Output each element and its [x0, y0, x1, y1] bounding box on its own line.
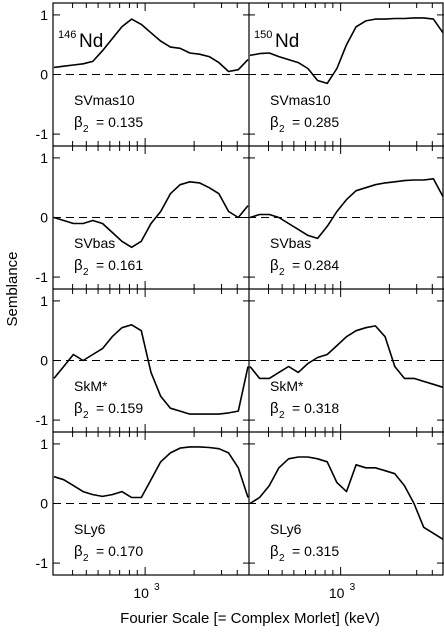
beta-symbol: β — [270, 543, 279, 560]
column-title-element: Nd — [275, 31, 299, 52]
column-title-mass-number: 146 — [58, 29, 76, 41]
semblance-curve — [249, 456, 444, 540]
beta-symbol: β — [74, 543, 83, 560]
y-tick-label: -1 — [36, 126, 49, 142]
y-tick-label: 1 — [40, 436, 48, 452]
beta-symbol: β — [270, 400, 279, 417]
beta-value: = 0.285 — [292, 114, 339, 130]
beta-subscript: 2 — [279, 553, 285, 564]
beta-value: = 0.315 — [292, 543, 339, 559]
x-tick-label-exponent: 3 — [350, 582, 356, 593]
beta-subscript: 2 — [83, 267, 89, 278]
model-label: SVmas10 — [74, 92, 135, 108]
x-tick-label-exponent: 3 — [154, 582, 160, 593]
column-title-element: Nd — [79, 31, 103, 52]
y-tick-label: 1 — [40, 293, 48, 309]
semblance-curve — [249, 17, 444, 85]
model-label: SLy6 — [74, 521, 106, 537]
beta-value: = 0.318 — [292, 400, 339, 416]
semblance-curve — [249, 178, 444, 240]
beta-value: = 0.170 — [96, 543, 143, 559]
model-label: SVmas10 — [270, 92, 331, 108]
semblance-curve — [53, 446, 249, 499]
beta-subscript: 2 — [83, 553, 89, 564]
beta-subscript: 2 — [279, 124, 285, 135]
y-axis-label: Semblance — [4, 251, 21, 326]
semblance-curve — [53, 323, 249, 415]
model-label: SVbas — [74, 235, 115, 251]
beta-symbol: β — [74, 257, 83, 274]
beta-subscript: 2 — [83, 124, 89, 135]
semblance-curve — [249, 325, 444, 389]
beta-value: = 0.284 — [292, 257, 339, 273]
x-tick-label: 10 — [329, 585, 345, 601]
semblance-curve — [53, 18, 249, 73]
beta-value: = 0.161 — [96, 257, 143, 273]
beta-subscript: 2 — [279, 410, 285, 421]
column-title-mass-number: 150 — [254, 29, 272, 41]
y-tick-label: 1 — [40, 7, 48, 23]
y-tick-label: 0 — [40, 353, 48, 369]
beta-value: = 0.159 — [96, 400, 143, 416]
model-label: SLy6 — [270, 521, 302, 537]
beta-subscript: 2 — [279, 267, 285, 278]
beta-symbol: β — [74, 114, 83, 131]
y-tick-label: 0 — [40, 210, 48, 226]
model-label: SkM* — [270, 378, 304, 394]
beta-symbol: β — [270, 114, 279, 131]
y-tick-label: 0 — [40, 67, 48, 83]
beta-subscript: 2 — [83, 410, 89, 421]
y-tick-label: 0 — [40, 496, 48, 512]
y-tick-label: 1 — [40, 150, 48, 166]
semblance-curve — [53, 181, 249, 249]
model-label: SkM* — [74, 378, 108, 394]
beta-value: = 0.135 — [96, 114, 143, 130]
y-tick-label: -1 — [36, 412, 49, 428]
x-tick-label: 10 — [133, 585, 149, 601]
x-axis-label: Fourier Scale [= Complex Morlet] (keV) — [120, 610, 380, 627]
beta-symbol: β — [74, 400, 83, 417]
y-tick-label: -1 — [36, 555, 49, 571]
model-label: SVbas — [270, 235, 311, 251]
y-tick-label: -1 — [36, 269, 49, 285]
beta-symbol: β — [270, 257, 279, 274]
